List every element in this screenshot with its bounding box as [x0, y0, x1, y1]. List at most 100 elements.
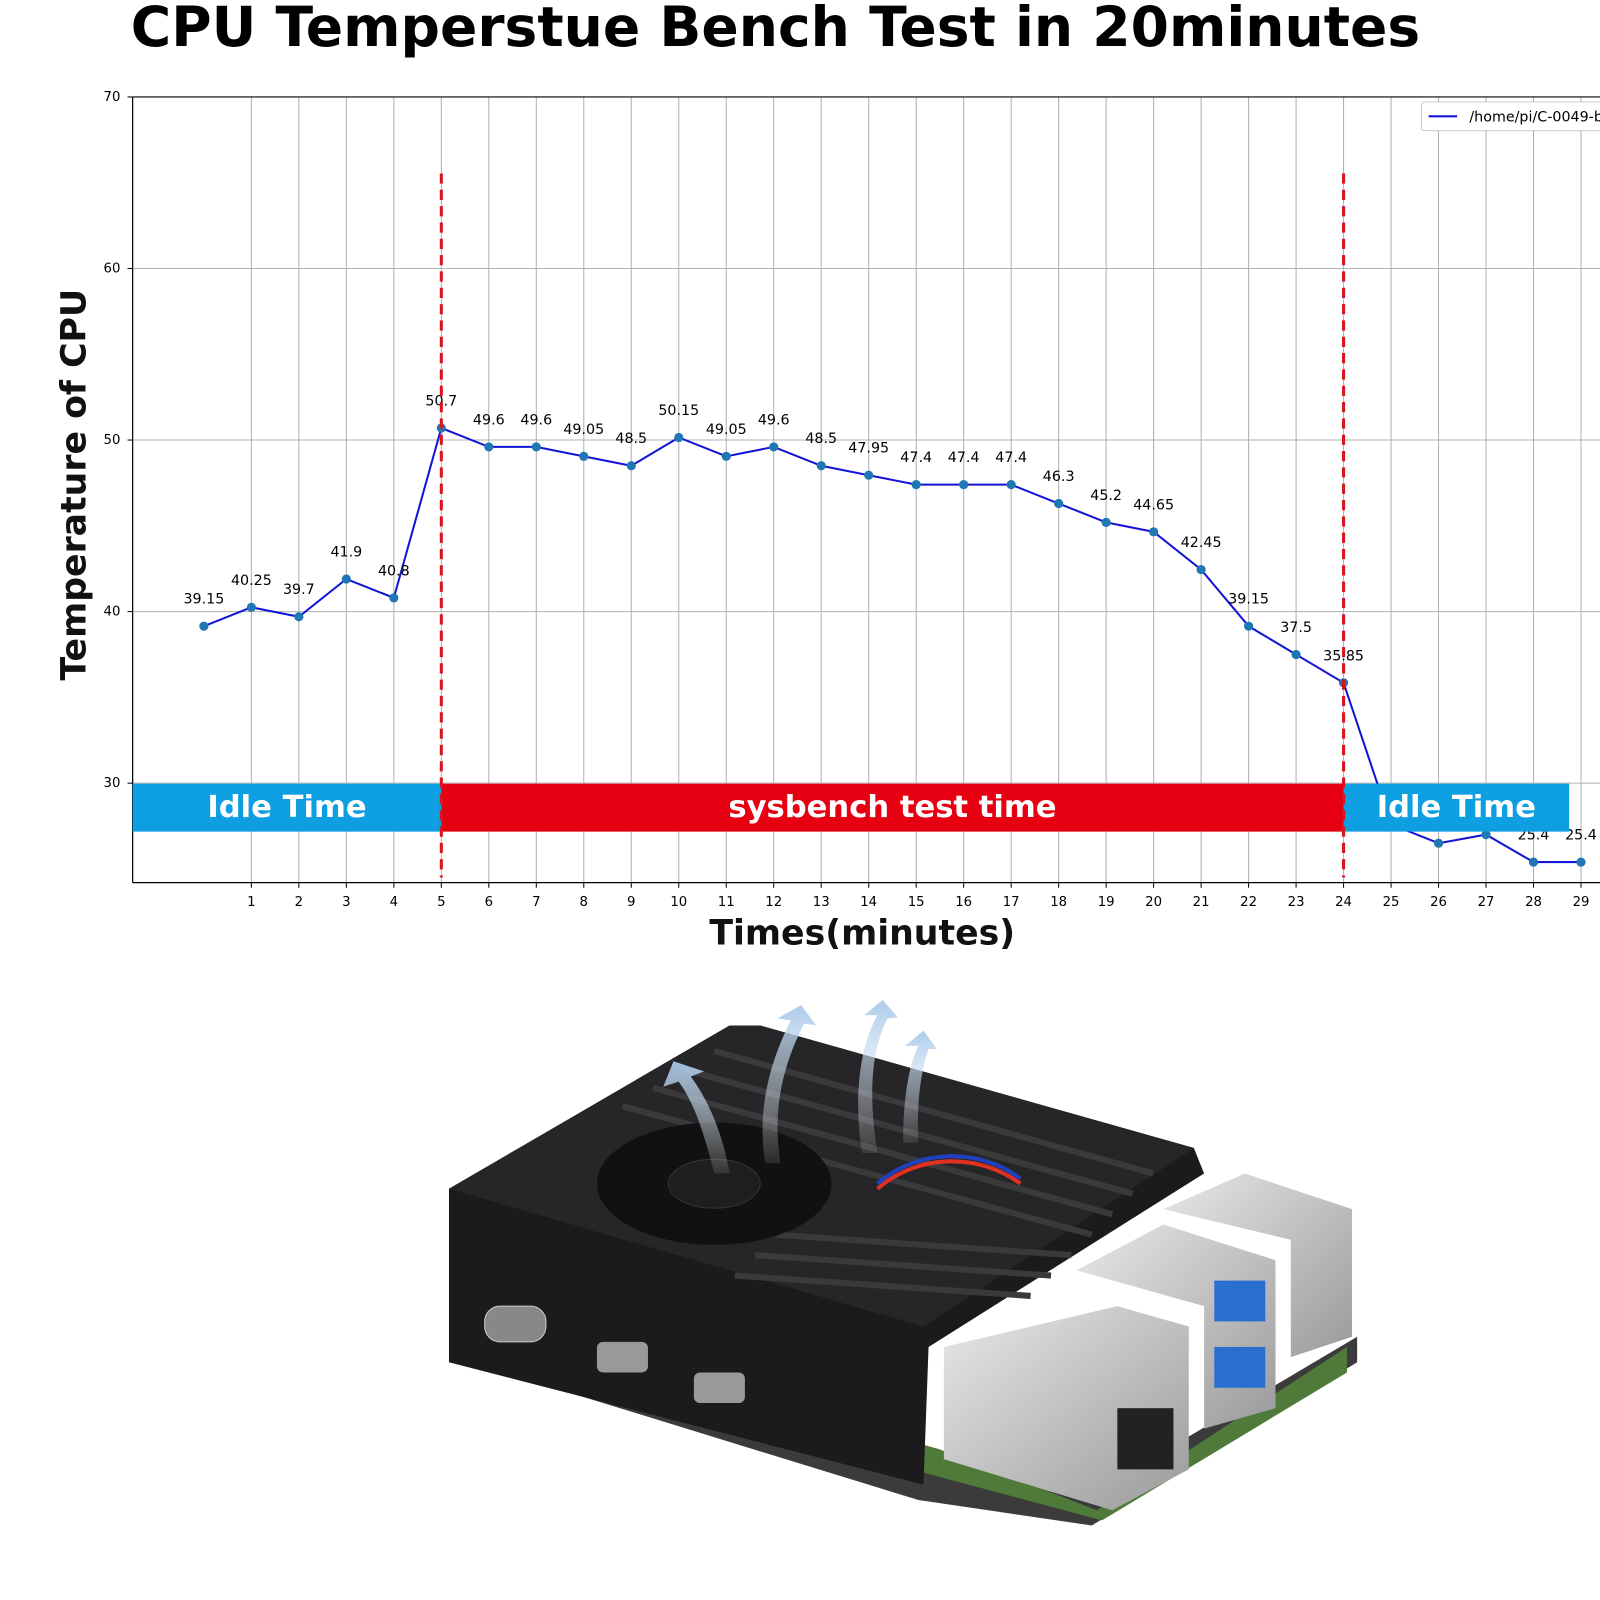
- data-point: [1291, 649, 1301, 660]
- x-tick-label: 15: [908, 895, 925, 910]
- product-illustration: [448, 1000, 1358, 1526]
- fan-wire: [876, 1159, 1022, 1191]
- x-tick-label: 27: [1478, 895, 1495, 910]
- data-label: 48.5: [615, 431, 647, 447]
- x-tick-label: 20: [1145, 895, 1162, 910]
- x-tick-label: 23: [1288, 895, 1305, 910]
- phase-band: [441, 783, 1344, 832]
- x-tick-label: 17: [1003, 895, 1020, 910]
- usb-socket: [1214, 1346, 1266, 1388]
- phase-band: [1343, 783, 1570, 832]
- x-tick-label: 26: [1430, 895, 1447, 910]
- phase-label: Idle Time: [1377, 790, 1536, 825]
- data-label: 49.05: [563, 422, 604, 438]
- y-axis-label: Temperature of CPU: [55, 289, 95, 681]
- x-tick-label: 4: [390, 895, 398, 910]
- x-axis-label: Times(minutes): [709, 914, 1015, 954]
- x-tick-label: 22: [1240, 895, 1257, 910]
- data-point: [579, 451, 589, 461]
- x-tick-label: 2: [295, 895, 303, 910]
- x-tick-label: 16: [955, 895, 972, 910]
- data-label: 49.05: [706, 422, 747, 438]
- data-label: 47.95: [848, 441, 889, 457]
- data-label: 47.4: [900, 450, 932, 466]
- legend: /home/pi/C-0049-b: [1420, 101, 1600, 132]
- y-tick-label: 60: [104, 261, 121, 276]
- fan-wire: [876, 1154, 1022, 1186]
- airflow-arrows: [663, 1000, 937, 1174]
- data-point: [1528, 857, 1539, 867]
- data-point: [1576, 857, 1586, 867]
- x-tick-label: 13: [813, 895, 830, 910]
- x-tick-label: 3: [342, 895, 350, 910]
- data-label: 48.5: [805, 431, 837, 447]
- data-label: 42.45: [1181, 535, 1222, 551]
- plot-area: 39.15 40.25 39.7 41.9 40.8 50.7 49.6 49.6 49.05 4…: [132, 96, 1600, 883]
- data-point: [864, 470, 874, 480]
- data-point: [1054, 498, 1064, 509]
- data-point: [1101, 517, 1111, 527]
- y-tick-label: 30: [104, 776, 121, 791]
- data-label: 49.6: [758, 412, 790, 428]
- x-tick-label: 29: [1573, 895, 1590, 910]
- data-point: [674, 432, 684, 443]
- data-point: [341, 574, 351, 584]
- data-label: 46.3: [1043, 469, 1075, 485]
- data-point: [959, 480, 969, 490]
- x-tick-label: 25: [1383, 895, 1400, 910]
- data-point: [769, 442, 779, 452]
- data-point: [1481, 830, 1491, 840]
- data-point: [1006, 480, 1016, 490]
- data-label: 39.15: [1228, 592, 1269, 608]
- data-point: [1149, 527, 1159, 537]
- x-tick-label: 7: [532, 895, 540, 910]
- phase-band: [132, 783, 442, 832]
- x-tick-label: 8: [580, 895, 588, 910]
- data-label: 50.15: [658, 403, 699, 419]
- data-label: 25.4: [1565, 828, 1597, 844]
- x-tick-label: 10: [670, 895, 687, 910]
- data-point: [531, 442, 541, 452]
- data-point: [911, 480, 921, 490]
- hdmi-port: [693, 1372, 745, 1404]
- chart-title: CPU Temperstue Bench Test in 20minutes: [131, 0, 1420, 59]
- data-point: [199, 621, 209, 631]
- x-tick-label: 24: [1335, 895, 1352, 910]
- data-label: 41.9: [330, 544, 362, 560]
- x-tick-label: 11: [718, 895, 735, 910]
- data-label: 39.15: [183, 592, 224, 608]
- ethernet-socket: [1117, 1408, 1174, 1470]
- data-label: 50.7: [425, 394, 457, 410]
- y-tick-label: 50: [104, 433, 121, 448]
- data-label: 40.8: [378, 563, 410, 579]
- data-point: [721, 451, 731, 461]
- data-point: [1196, 564, 1206, 575]
- data-label: 44.65: [1133, 497, 1174, 513]
- x-tick-label: 14: [860, 895, 877, 910]
- x-tick-label: 12: [765, 895, 782, 910]
- data-point: [1433, 838, 1444, 848]
- usb-c-port: [484, 1305, 547, 1343]
- x-tick-label: 1: [247, 895, 255, 910]
- data-label: 47.4: [948, 450, 980, 466]
- axes: [127, 96, 1600, 888]
- x-tick-label: 19: [1098, 895, 1115, 910]
- usb-socket: [1214, 1280, 1266, 1322]
- data-line: [203, 426, 1582, 864]
- data-point: [294, 612, 304, 622]
- data-label: 47.4: [995, 450, 1027, 466]
- data-label: 37.5: [1280, 620, 1312, 636]
- y-tick-label: 40: [104, 605, 121, 620]
- x-tick-label: 18: [1050, 895, 1067, 910]
- data-point: [1244, 621, 1254, 631]
- hdmi-port: [596, 1341, 648, 1373]
- data-label: 39.7: [283, 582, 315, 598]
- data-point: [246, 602, 256, 612]
- x-tick-label: 9: [627, 895, 635, 910]
- x-tick-label: 21: [1193, 895, 1210, 910]
- x-tick-label: 5: [437, 895, 445, 910]
- data-label: 40.25: [231, 573, 272, 589]
- x-tick-label: 6: [485, 895, 493, 910]
- data-point: [816, 461, 826, 471]
- data-point: [389, 593, 399, 603]
